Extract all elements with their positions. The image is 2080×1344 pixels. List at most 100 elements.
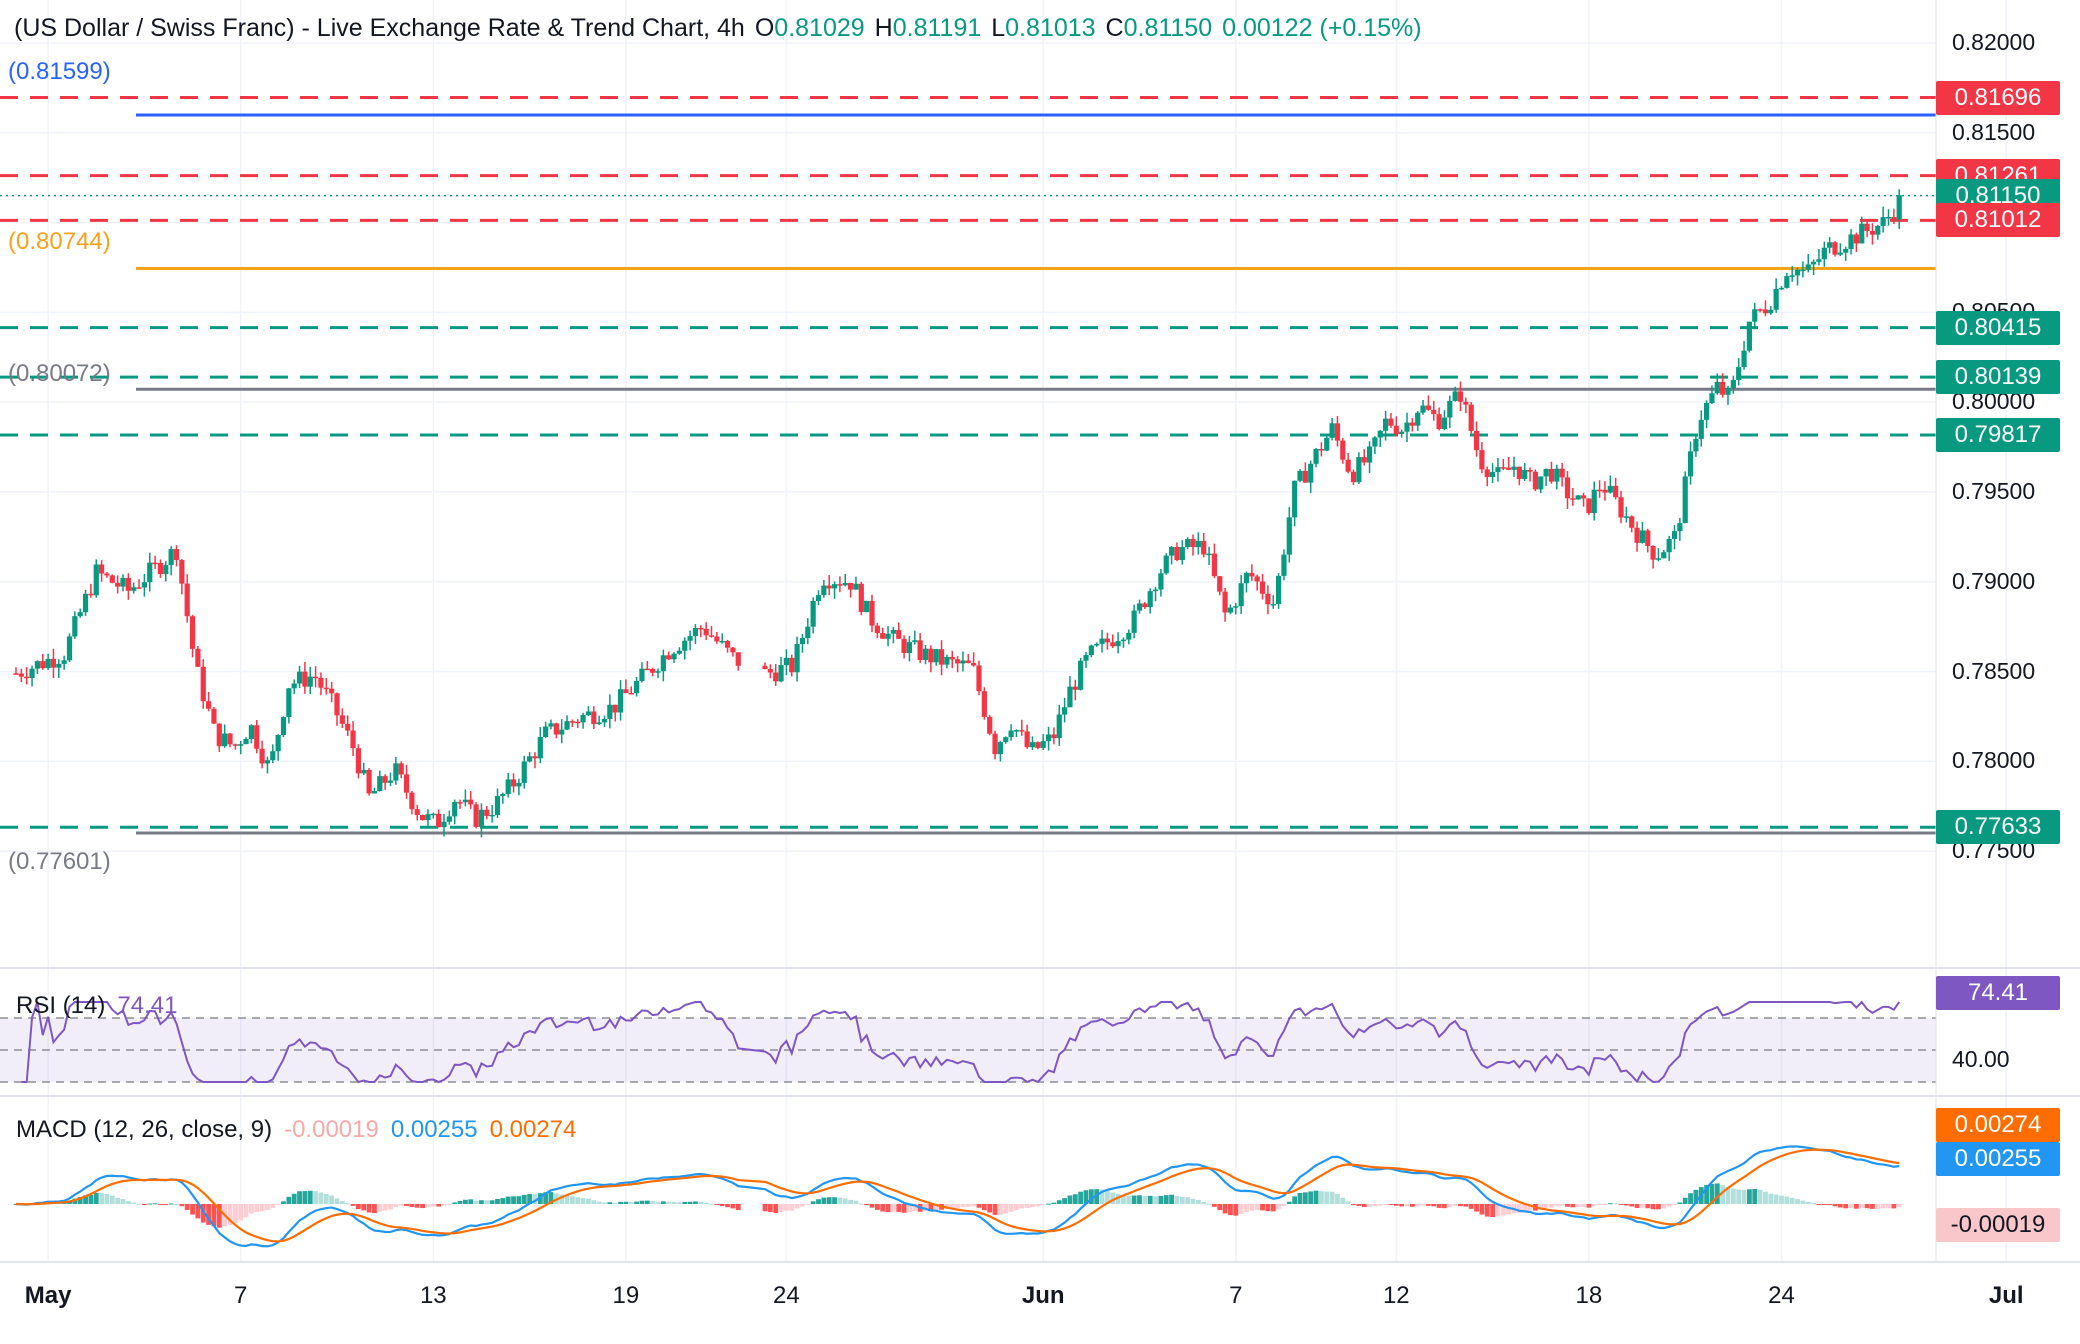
candle-body [815,595,822,602]
candle-body [136,587,142,589]
macd-hist-bar [436,1204,442,1207]
candle-body [1655,558,1662,560]
candle-body [1286,517,1292,555]
macd-hist-bar [1228,1204,1233,1216]
candle-body [120,577,126,587]
candle-body [1762,309,1769,314]
macd-hist-bar [93,1192,99,1204]
candle-body [1527,469,1533,472]
candle-body [1773,288,1779,310]
candle-body [93,564,99,596]
candle-body [307,676,313,687]
macd-hist-bar [1169,1194,1174,1204]
macd-hist-bar [1474,1204,1479,1212]
candle-body [1158,573,1164,590]
candle-body [735,652,741,666]
macd-hist-bar [1570,1204,1576,1208]
candle-body [345,723,351,731]
rsi-line [21,1000,1901,1084]
candle-body [88,593,94,596]
candle-body [789,657,795,673]
macd-signal-value: 0.00274 [489,1116,577,1143]
macd-hist-bar [1565,1204,1570,1207]
macd-hist-bar [1688,1193,1693,1204]
macd-hist-bar [1340,1197,1346,1204]
candle-body [500,794,506,797]
macd-hist-bar [719,1204,725,1206]
macd-hist-bar [655,1201,661,1204]
candle-body [1249,572,1255,577]
macd-hist-bar [109,1195,115,1204]
candle-body [1345,459,1351,472]
candle-body [1805,264,1811,270]
candle-body [1265,593,1271,605]
macd-hist-bar [944,1204,950,1209]
macd-hist-bar [1233,1204,1239,1216]
candle-body [928,648,934,663]
macd-hist-bar [794,1204,800,1209]
candle-body [601,718,608,723]
candle-body [682,640,688,651]
macd-hist-bar [527,1194,532,1204]
macd-hist-bar [703,1202,709,1204]
candle-body [805,626,811,639]
candle-body [1126,632,1132,640]
candle-body [1067,686,1073,708]
candle-body [409,792,415,810]
blue-level-tag: (0.81599) [8,58,111,85]
macd-hist-bar [869,1204,875,1208]
candle-body [1045,734,1052,742]
candle-body [922,648,929,661]
candle-body [1233,606,1239,608]
macd-hist-bar [163,1204,169,1205]
macd-hist-bar [265,1204,270,1211]
candle-body [1217,576,1223,592]
candle-body [211,708,217,724]
macd-hist-bar [147,1203,153,1205]
macd-hist-bar [784,1204,789,1211]
candle-body [527,756,533,762]
candle-body [1591,489,1597,514]
candle-body [436,813,442,828]
macd-histogram [13,1183,1902,1228]
candle-body [612,704,618,713]
macd-hist-bar [1137,1195,1142,1204]
candle-body [687,636,693,641]
macd-hist-bar [1319,1191,1324,1204]
macd-hist-bar [1185,1197,1191,1204]
candle-body [1415,412,1421,426]
price-axis-label: 0.78000 [1952,747,2036,774]
macd-hist-bar [168,1203,174,1205]
candle-body [1142,603,1148,608]
candle-body [708,635,715,637]
candle-body [1714,381,1720,394]
macd-hist-bar [1891,1204,1897,1209]
macd-hist-bar [104,1194,110,1204]
macd-hist-bar [200,1204,206,1223]
candle-body [1276,575,1282,605]
macd-hist-bar [1174,1196,1180,1204]
macd-hist-bar [286,1196,292,1204]
macd-hist-bar [1297,1192,1303,1204]
candle-body [650,668,656,673]
candle-body [104,573,110,576]
candle-body [18,673,24,677]
candle-body [173,549,180,561]
candle-body [1431,409,1437,415]
macd-hist-bar [805,1204,811,1205]
candle-body [1110,642,1116,647]
macd-hist-bar [420,1204,425,1209]
rsi-title: RSI (14) [16,992,106,1019]
candle-body [1821,247,1827,260]
candle-body [430,813,436,816]
candle-body [99,564,105,574]
macd-hist-bar [211,1204,217,1227]
candle-body [880,633,886,639]
macd-hist-bar [623,1201,629,1204]
candle-body [1484,469,1490,477]
macd-hist-bar [1645,1204,1651,1209]
candle-body [1500,467,1506,469]
macd-hist-bar [810,1201,816,1204]
macd-hist-bar [1709,1183,1715,1204]
